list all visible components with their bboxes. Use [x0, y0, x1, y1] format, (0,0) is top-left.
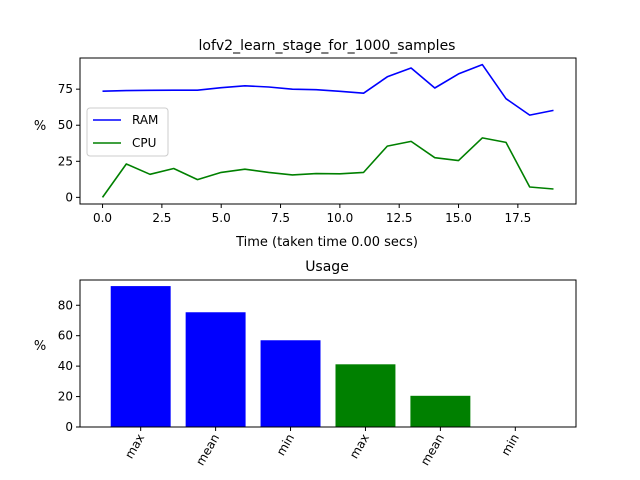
x-tick-label: 12.5	[386, 211, 413, 225]
x-tick-label: 0.0	[93, 211, 112, 225]
series-line-ram	[102, 63, 554, 116]
x-tick-label: min	[498, 432, 521, 459]
x-tick-label: 15.0	[445, 211, 472, 225]
bar	[410, 395, 471, 427]
x-tick-label: min	[274, 432, 297, 459]
line-chart-axes-frame	[79, 57, 577, 205]
x-tick-label: 2.5	[152, 211, 171, 225]
x-tick-label: 5.0	[212, 211, 231, 225]
legend-ram-label: RAM	[132, 113, 158, 127]
bar	[335, 364, 396, 427]
y-tick-label: 20	[58, 390, 73, 404]
line-chart: lofv2_learn_stage_for_1000_samples 0.0 2.…	[34, 38, 577, 250]
bar-chart: Usage 0 20 40 60 80 max mean min max mean min %	[34, 259, 577, 468]
y-tick-label: 75	[58, 82, 73, 96]
y-tick-label: 0	[65, 420, 73, 434]
bar-chart-title: Usage	[305, 259, 349, 275]
x-tick-label: mean	[193, 432, 222, 468]
y-tick-label: 80	[58, 298, 73, 312]
legend: RAM CPU	[86, 107, 169, 157]
x-tick-label: 17.5	[504, 211, 531, 225]
y-tick-label: 40	[58, 359, 73, 373]
line-chart-x-axis-label: Time (taken time 0.00 secs)	[235, 235, 418, 250]
bar-chart-axes-frame	[79, 279, 577, 428]
y-tick-label: 50	[58, 118, 73, 132]
x-tick-label: mean	[418, 432, 447, 468]
series-line-cpu	[101, 137, 554, 198]
y-tick-label: 0	[65, 190, 73, 204]
x-tick-label: 7.5	[271, 211, 290, 225]
y-tick-label: 60	[58, 329, 73, 343]
x-tick-label: 10.0	[327, 211, 354, 225]
bar	[260, 340, 321, 427]
bar	[185, 312, 246, 427]
y-tick-label: 25	[58, 154, 73, 168]
line-chart-title: lofv2_learn_stage_for_1000_samples	[199, 38, 456, 54]
x-tick-label: max	[122, 432, 147, 462]
line-chart-y-axis-label: %	[34, 119, 46, 134]
x-tick-label: max	[347, 432, 372, 462]
bar	[110, 286, 171, 427]
legend-cpu-label: CPU	[132, 136, 156, 150]
bar-chart-y-axis-label: %	[34, 339, 46, 354]
